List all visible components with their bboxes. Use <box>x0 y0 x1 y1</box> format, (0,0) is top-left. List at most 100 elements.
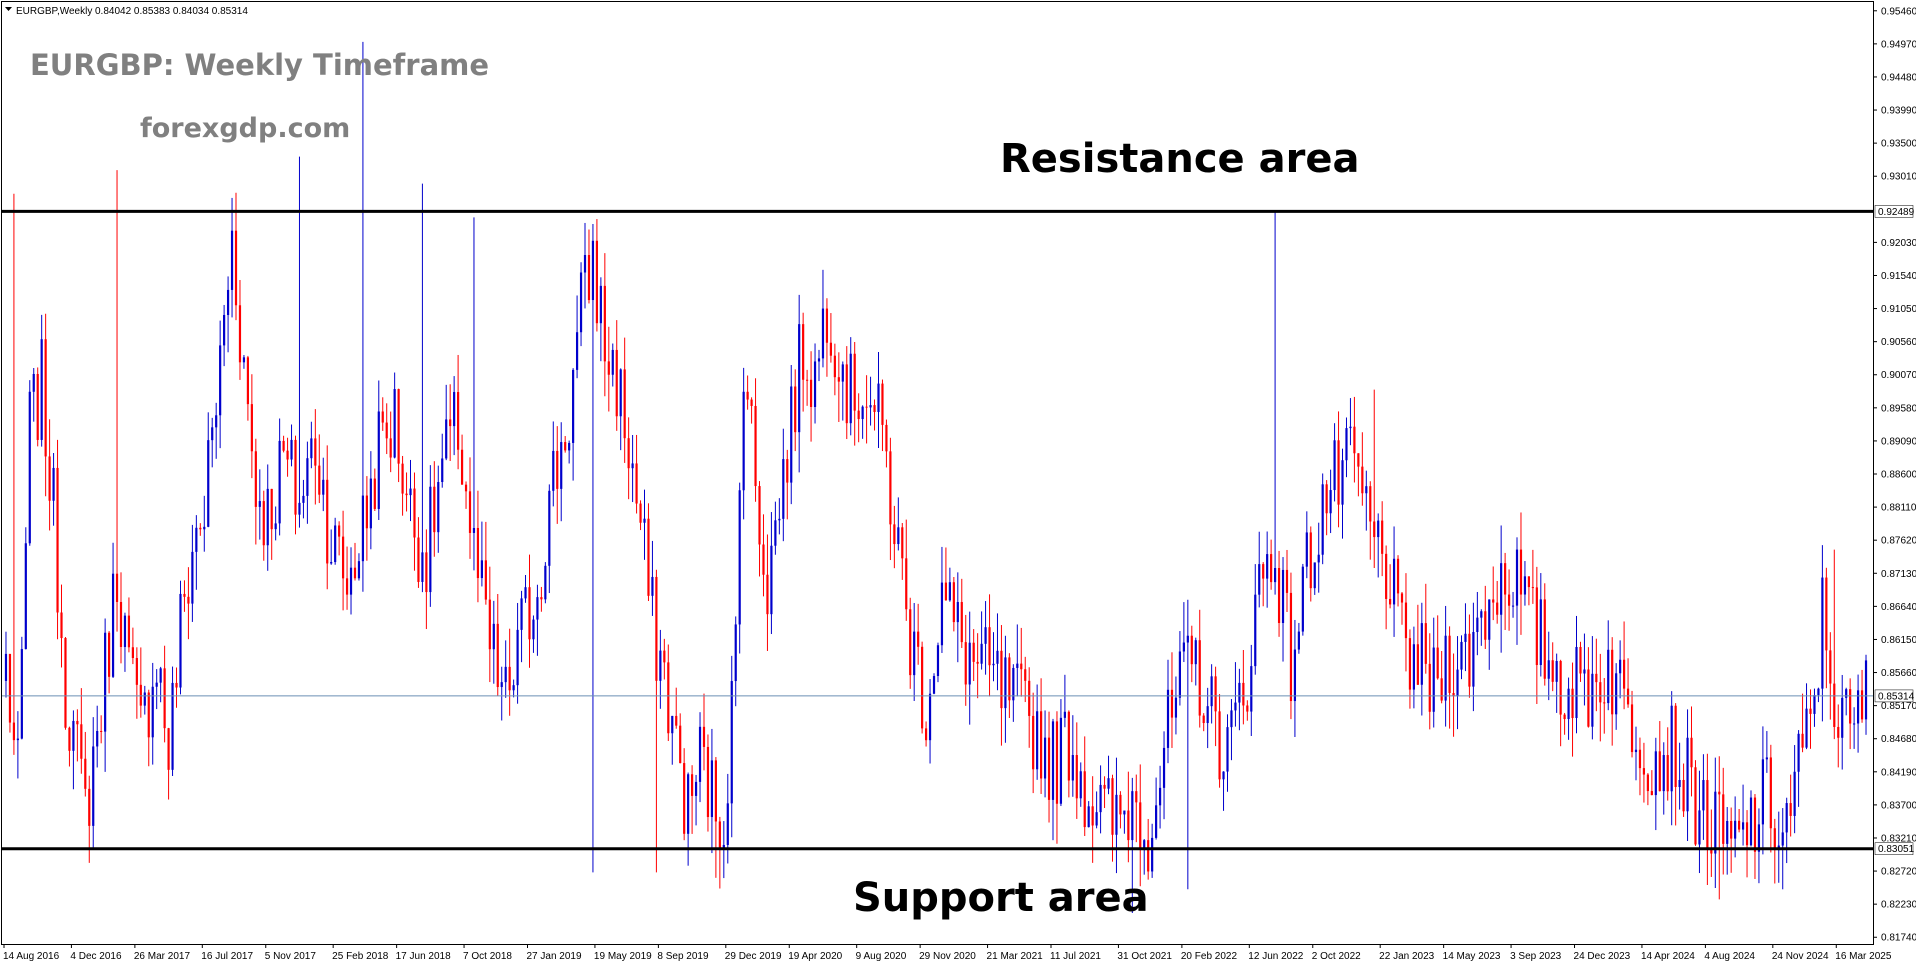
candle-body <box>119 601 123 648</box>
candle-body <box>738 490 741 625</box>
candle-body <box>1337 440 1340 505</box>
candle-body <box>107 632 111 677</box>
candle-body <box>242 357 246 363</box>
candle-body <box>1218 711 1221 780</box>
candle-body <box>1032 715 1035 770</box>
candle-body <box>104 632 107 732</box>
support-price-tag: 0.83051 <box>1878 844 1915 855</box>
candle-body <box>385 422 388 439</box>
candle-body <box>1682 779 1685 812</box>
candle-body <box>802 324 805 380</box>
candle-body <box>643 518 646 523</box>
candle-body <box>429 486 432 593</box>
current-price-tag: 0.85314 <box>1878 691 1915 702</box>
candle-body <box>373 478 376 509</box>
candle-series <box>4 41 1868 913</box>
candle-body <box>96 730 99 747</box>
y-tick-label: 0.83210 <box>1881 833 1916 844</box>
candle-body <box>1829 650 1832 684</box>
candle-body <box>302 495 305 503</box>
candle-body <box>1230 710 1233 728</box>
candle-body <box>544 565 547 600</box>
candle-body <box>1722 794 1725 844</box>
candle-body <box>540 597 543 600</box>
candle-body <box>901 527 904 559</box>
candle-body <box>480 560 483 579</box>
candle-body <box>338 525 341 537</box>
candle-body <box>1563 714 1566 720</box>
candle-body <box>968 642 971 685</box>
candle-body <box>1559 661 1562 715</box>
candle-body <box>1622 659 1626 689</box>
candle-body <box>1484 611 1487 640</box>
x-tick-label: 17 Jun 2018 <box>396 951 451 962</box>
candle-body <box>857 410 860 420</box>
candle-body <box>12 722 16 741</box>
candle-body <box>1392 558 1396 605</box>
candle-body <box>1757 824 1761 852</box>
candle-body <box>1270 554 1273 583</box>
candle-body <box>1400 593 1404 603</box>
candle-body <box>92 746 95 826</box>
candle-body <box>1718 791 1721 795</box>
x-tick-label: 4 Dec 2016 <box>70 951 122 962</box>
candle-body <box>706 746 710 818</box>
candle-body <box>1389 598 1392 605</box>
x-tick-label: 14 Apr 2024 <box>1641 951 1695 962</box>
time-axis[interactable]: 14 Aug 2016 4 Dec 2016 26 Mar 2017 16 Jul 2… <box>3 944 1892 962</box>
x-tick-label: 21 Mar 2021 <box>987 951 1044 962</box>
x-tick-label: 27 Jan 2019 <box>527 951 582 962</box>
candle-body <box>1095 812 1098 826</box>
candle-body <box>425 552 428 593</box>
candle-body <box>564 442 567 451</box>
candle-body <box>1607 649 1610 704</box>
candle-body <box>60 612 63 639</box>
y-tick-label: 0.82720 <box>1881 867 1916 878</box>
x-tick-label: 9 Aug 2020 <box>856 951 907 962</box>
price-axis[interactable]: 0.95460 0.94970 0.94480 0.93990 0.93500 0.930… <box>1873 6 1916 944</box>
candle-body <box>1301 566 1304 632</box>
candle-body <box>401 463 404 494</box>
candle-body <box>921 646 924 729</box>
candle-body <box>1591 673 1594 727</box>
candle-body <box>223 314 226 346</box>
candle-body <box>1519 549 1523 595</box>
current-price-tag-box <box>1874 689 1914 703</box>
candle-body <box>924 728 928 741</box>
candle-body <box>1158 787 1162 806</box>
triangle-down-icon[interactable] <box>5 7 12 11</box>
x-tick-label: 14 Aug 2016 <box>3 951 60 962</box>
candle-body <box>1702 780 1705 811</box>
candle-body <box>956 602 959 623</box>
ohlc-readout: 0.84042 0.85383 0.84034 0.85314 <box>95 6 248 17</box>
candle-body <box>199 527 202 530</box>
candle-body <box>1107 778 1110 789</box>
candle-body <box>1285 569 1289 593</box>
candle-body <box>1281 569 1285 624</box>
x-tick-label: 7 Oct 2018 <box>463 951 512 962</box>
candle-body <box>1408 638 1412 690</box>
watermark-title: EURGBP: Weekly Timeframe <box>30 48 489 82</box>
candle-body <box>607 361 610 375</box>
candle-body <box>1067 711 1070 781</box>
candle-body <box>1813 695 1816 714</box>
candle-body <box>572 369 575 443</box>
candle-body <box>1583 669 1586 674</box>
candle-body <box>1504 563 1507 595</box>
candle-body <box>1543 599 1546 679</box>
candle-body <box>274 523 277 530</box>
support-price-tag-box <box>1874 842 1914 855</box>
candle-body <box>365 495 368 529</box>
candle-body <box>1131 791 1134 841</box>
candle-body <box>1103 784 1106 789</box>
y-tick-label: 0.85170 <box>1881 701 1916 712</box>
candle-body <box>782 459 785 519</box>
candle-body <box>627 438 630 469</box>
candle-body <box>76 720 79 725</box>
candle-body <box>702 726 706 747</box>
y-tick-label: 0.89580 <box>1881 403 1916 414</box>
candle-body <box>441 458 444 483</box>
candle-body <box>72 720 75 751</box>
